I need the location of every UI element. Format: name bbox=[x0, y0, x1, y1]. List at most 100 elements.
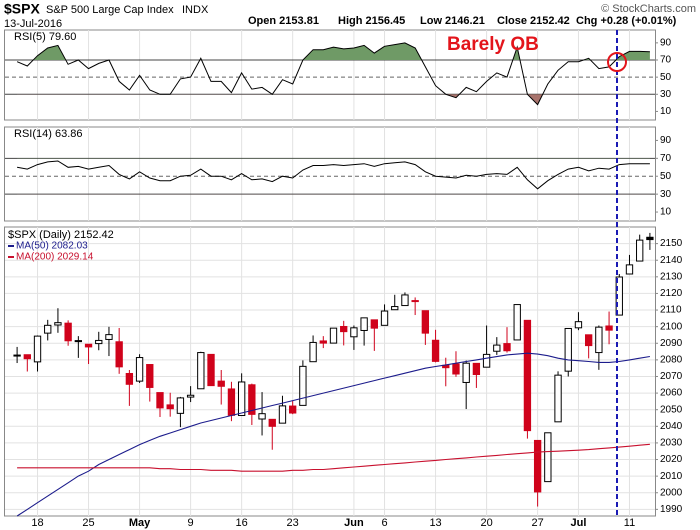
candle-body bbox=[23, 354, 31, 360]
panel-frame bbox=[4, 126, 656, 222]
candle-body bbox=[115, 341, 123, 368]
x-tick-label: 11 bbox=[624, 517, 635, 529]
x-tick-label: Jul bbox=[570, 517, 586, 529]
y-tick-label: 50 bbox=[660, 72, 672, 83]
candle-body bbox=[258, 413, 266, 420]
candle-body bbox=[44, 324, 52, 334]
low: Low 2146.21 bbox=[420, 15, 485, 27]
legend-entry: MA(200) 2029.14 bbox=[16, 252, 94, 263]
candle-body bbox=[360, 317, 368, 331]
x-tick-label: May bbox=[129, 517, 151, 529]
candle-body bbox=[605, 325, 613, 331]
y-tick-label: 2040 bbox=[660, 421, 683, 432]
candle-body bbox=[544, 432, 552, 483]
candle-body bbox=[329, 327, 338, 344]
candle-body bbox=[625, 264, 634, 275]
date: 13-Jul-2016 bbox=[4, 18, 62, 30]
candle-body bbox=[401, 294, 409, 307]
y-tick-label: 2150 bbox=[660, 238, 683, 249]
panel-title: RSI(5) 79.60 bbox=[14, 31, 76, 43]
candle-body bbox=[370, 319, 378, 329]
overbought-fill bbox=[17, 42, 650, 60]
candle-body bbox=[350, 327, 358, 338]
candle-body bbox=[135, 357, 144, 382]
y-tick-label: 1990 bbox=[660, 504, 683, 515]
y-tick-label: 2100 bbox=[660, 321, 683, 332]
open: Open 2153.81 bbox=[248, 15, 319, 27]
candle-body bbox=[156, 392, 164, 409]
x-tick-label: 13 bbox=[429, 517, 441, 529]
candle-body bbox=[207, 353, 215, 387]
y-tick-label: 2030 bbox=[660, 438, 683, 449]
candle-body bbox=[595, 326, 603, 354]
candle-body bbox=[482, 353, 491, 368]
candle-body bbox=[309, 341, 317, 363]
header: $SPX S&P 500 Large Cap Index INDX 13-Jul… bbox=[4, 1, 696, 30]
candle-body bbox=[217, 380, 225, 387]
y-tick-label: 70 bbox=[660, 153, 672, 164]
index-name: S&P 500 Large Cap Index bbox=[46, 4, 174, 16]
candle-body bbox=[564, 327, 572, 372]
candle-body bbox=[74, 340, 83, 343]
x-tick-label: 27 bbox=[532, 517, 544, 529]
exchange: INDX bbox=[182, 4, 209, 16]
x-tick-label: 9 bbox=[188, 517, 194, 529]
candle-body bbox=[452, 363, 460, 375]
y-tick-label: 30 bbox=[660, 189, 672, 200]
candle-body bbox=[248, 384, 256, 415]
y-tick-label: 2120 bbox=[660, 288, 683, 299]
candle-body bbox=[54, 322, 62, 326]
y-tick-label: 2070 bbox=[660, 371, 683, 382]
highlight-circle bbox=[607, 52, 627, 72]
candle-body bbox=[299, 365, 307, 406]
candle-body bbox=[431, 339, 440, 362]
annotation: Barely OB bbox=[447, 34, 539, 55]
candle-body bbox=[340, 325, 348, 333]
plots: 10 30 50 70 90 RSI(5) 79.60 10 30 50 70 90 RSI(14) … bbox=[4, 29, 683, 529]
rsi-line bbox=[16, 42, 650, 106]
candle-body bbox=[472, 362, 481, 375]
y-tick-label: 2130 bbox=[660, 271, 683, 282]
x-tick-label: 25 bbox=[82, 517, 94, 529]
candle-body bbox=[13, 354, 21, 357]
overbought-fill bbox=[17, 158, 650, 159]
candle-body bbox=[278, 405, 287, 424]
y-tick-label: 2080 bbox=[660, 355, 683, 366]
panel-title: $SPX (Daily) 2152.42 bbox=[8, 229, 114, 241]
candle-body bbox=[380, 310, 389, 326]
y-tick-label: 2050 bbox=[660, 404, 683, 415]
candle-body bbox=[95, 339, 103, 345]
candle-body bbox=[319, 340, 327, 344]
y-tick-label: 2090 bbox=[660, 338, 683, 349]
high: High 2156.45 bbox=[338, 15, 405, 27]
candle-body bbox=[146, 364, 154, 388]
ma-line bbox=[17, 443, 650, 472]
x-tick-label: Jun bbox=[344, 517, 364, 529]
candle-body bbox=[197, 352, 205, 390]
symbol: $SPX bbox=[4, 1, 40, 17]
candle-body bbox=[462, 362, 470, 383]
x-tick-label: 23 bbox=[287, 517, 299, 529]
change: Chg +0.28 (+0.01%) bbox=[576, 15, 677, 27]
candle-body bbox=[493, 344, 501, 352]
y-tick-label: 30 bbox=[660, 89, 672, 100]
x-tick-label: 16 bbox=[236, 517, 248, 529]
y-tick-label: 2020 bbox=[660, 454, 683, 465]
panel-frame bbox=[4, 29, 656, 121]
candle-body bbox=[289, 405, 297, 414]
y-tick-label: 70 bbox=[660, 55, 672, 66]
candle-body bbox=[125, 372, 134, 385]
y-tick-label: 2000 bbox=[660, 487, 683, 498]
close: Close 2152.42 bbox=[497, 15, 570, 27]
y-tick-label: 2010 bbox=[660, 471, 683, 482]
candle-body bbox=[411, 300, 419, 303]
y-tick-label: 90 bbox=[660, 135, 672, 146]
candle-body bbox=[64, 322, 72, 342]
candle-body bbox=[421, 310, 430, 334]
candle-body bbox=[268, 418, 276, 427]
x-tick-label: 20 bbox=[480, 517, 492, 529]
rsi-line bbox=[17, 160, 650, 190]
legend-entry: MA(50) 2082.03 bbox=[16, 241, 88, 252]
candle-body bbox=[105, 334, 113, 340]
